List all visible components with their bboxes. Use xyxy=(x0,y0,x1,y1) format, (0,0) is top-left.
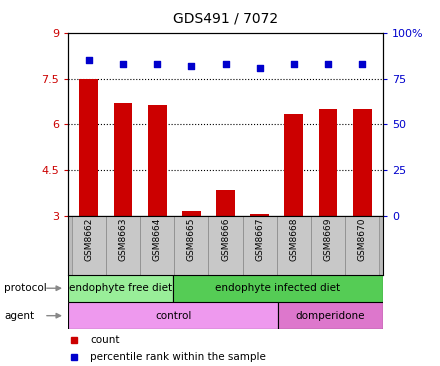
Bar xyxy=(174,216,209,274)
Bar xyxy=(250,214,269,216)
Point xyxy=(85,57,92,63)
Text: GSM8667: GSM8667 xyxy=(255,218,264,261)
Bar xyxy=(353,109,372,216)
Point xyxy=(359,61,366,67)
Text: endophyte infected diet: endophyte infected diet xyxy=(215,283,341,293)
Bar xyxy=(319,109,337,216)
Bar xyxy=(182,212,201,216)
Bar xyxy=(209,216,242,274)
Text: agent: agent xyxy=(4,311,34,321)
Bar xyxy=(106,216,140,274)
Text: percentile rank within the sample: percentile rank within the sample xyxy=(90,352,266,362)
Bar xyxy=(278,302,383,329)
Bar xyxy=(68,302,278,329)
Text: protocol: protocol xyxy=(4,283,47,293)
Text: GSM8666: GSM8666 xyxy=(221,218,230,261)
Text: domperidone: domperidone xyxy=(296,311,365,321)
Text: GSM8662: GSM8662 xyxy=(84,218,93,261)
Point xyxy=(325,61,332,67)
Text: count: count xyxy=(90,335,120,345)
Bar xyxy=(285,114,303,216)
Point xyxy=(290,61,297,67)
Text: endophyte free diet: endophyte free diet xyxy=(69,283,172,293)
Text: GSM8668: GSM8668 xyxy=(290,218,298,261)
Bar xyxy=(148,105,166,216)
Point xyxy=(256,65,263,71)
Bar xyxy=(140,216,174,274)
Text: GSM8663: GSM8663 xyxy=(118,218,128,261)
Text: control: control xyxy=(155,311,191,321)
Text: GSM8669: GSM8669 xyxy=(323,218,333,261)
Text: GSM8664: GSM8664 xyxy=(153,218,161,261)
Bar xyxy=(173,274,383,302)
Bar xyxy=(242,216,277,274)
Point xyxy=(119,61,126,67)
Point xyxy=(188,63,195,69)
Bar xyxy=(68,274,173,302)
Bar xyxy=(311,216,345,274)
Bar xyxy=(114,103,132,216)
Bar xyxy=(277,216,311,274)
Point xyxy=(154,61,161,67)
Bar xyxy=(79,79,98,216)
Text: GSM8665: GSM8665 xyxy=(187,218,196,261)
Bar xyxy=(72,216,106,274)
Text: GDS491 / 7072: GDS491 / 7072 xyxy=(173,12,278,26)
Bar xyxy=(216,190,235,216)
Bar xyxy=(345,216,379,274)
Point xyxy=(222,61,229,67)
Text: GSM8670: GSM8670 xyxy=(358,218,367,261)
